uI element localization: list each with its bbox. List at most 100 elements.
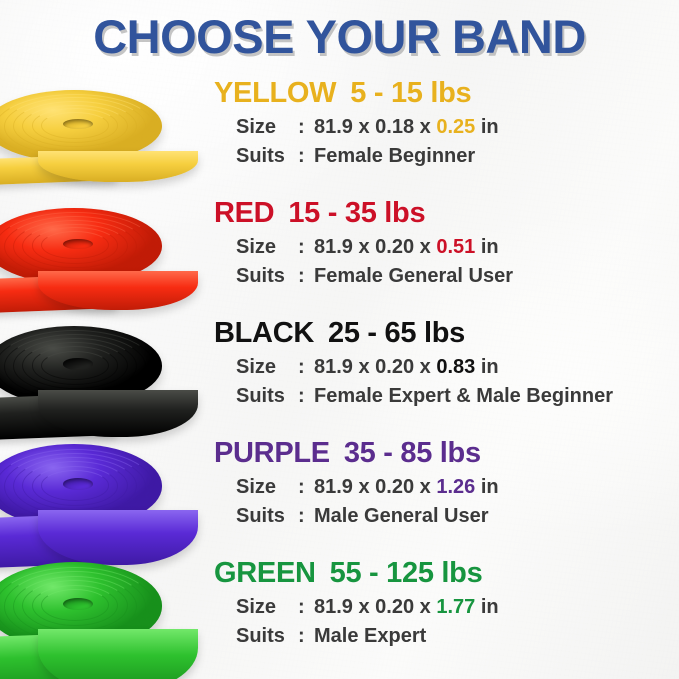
suits-label: Suits (236, 625, 285, 647)
size-thickness-green: 1.77 (436, 596, 476, 618)
band-name-black: BLACK (214, 317, 314, 349)
suits-colon: : (298, 145, 305, 167)
band-coil-ring-yellow-2 (13, 100, 137, 152)
size-thickness-purple: 1.26 (436, 476, 476, 498)
band-image-yellow (0, 72, 198, 192)
suits-colon: : (298, 265, 305, 287)
band-coil-ring-red-3 (22, 223, 128, 269)
band-name-purple: PURPLE (214, 437, 330, 469)
band-heading-red: RED 15 - 35 lbs (214, 196, 426, 230)
band-suits-line-black: Suits: Female Expert & Male Beginner (236, 383, 613, 409)
band-info-yellow: YELLOW 5 - 15 lbs Size:81.9 x 0.18 x 0.25… (214, 72, 679, 192)
band-coil-ring-red-5 (40, 231, 110, 260)
band-resistance-red: 15 - 35 lbs (288, 197, 426, 229)
suits-label: Suits (236, 265, 285, 287)
suits-label: Suits (236, 145, 285, 167)
suits-value-purple: Male General User (314, 505, 489, 527)
band-row-black: BLACK 25 - 65 lbs Size:81.9 x 0.20 x 0.83… (0, 312, 679, 441)
band-coil-ring-red-4 (31, 227, 119, 264)
band-name-red: RED (214, 197, 275, 229)
band-info-red: RED 15 - 35 lbs Size:81.9 x 0.20 x 0.51 i… (214, 192, 679, 312)
band-info-purple: PURPLE 35 - 85 lbs Size:81.9 x 0.20 x 1.2… (214, 432, 679, 552)
band-coil-ring-purple-4 (31, 465, 119, 506)
band-resistance-yellow: 5 - 15 lbs (350, 77, 472, 109)
band-coil-ring-green-4 (31, 584, 119, 627)
band-image-green (0, 552, 198, 679)
size-colon: : (298, 116, 305, 138)
band-heading-purple: PURPLE 35 - 85 lbs (214, 436, 481, 470)
suits-colon: : (298, 505, 305, 527)
band-coil-ring-black-4 (31, 346, 119, 385)
size-label: Size (236, 356, 277, 378)
band-image-black (0, 312, 198, 441)
size-label: Size (236, 116, 277, 138)
band-coil-center-green (63, 597, 93, 611)
band-suits-line-yellow: Suits: Female Beginner (236, 143, 475, 169)
size-unit-black: in (480, 356, 499, 378)
band-suits-line-purple: Suits: Male General User (236, 503, 489, 529)
band-coil-ring-yellow-3 (22, 104, 128, 148)
size-prefix-red: 81.9 x 0.20 x (314, 236, 431, 258)
band-row-purple: PURPLE 35 - 85 lbs Size:81.9 x 0.20 x 1.2… (0, 432, 679, 569)
size-colon: : (298, 356, 305, 378)
band-coil-ring-black-5 (40, 350, 110, 381)
size-label: Size (236, 236, 277, 258)
band-resistance-green: 55 - 125 lbs (329, 557, 483, 589)
size-prefix-green: 81.9 x 0.20 x (314, 596, 431, 618)
band-coil-ring-green-5 (40, 589, 110, 622)
band-coil-lip-red (38, 270, 198, 310)
band-coil-center-black (63, 358, 93, 370)
size-prefix-yellow: 81.9 x 0.18 x (314, 116, 431, 138)
size-colon: : (298, 476, 305, 498)
suits-value-yellow: Female Beginner (314, 145, 476, 167)
suits-label: Suits (236, 385, 285, 407)
band-coil-center-yellow (63, 118, 93, 130)
size-colon: : (298, 236, 305, 258)
band-resistance-purple: 35 - 85 lbs (343, 437, 481, 469)
band-suits-line-green: Suits: Male Expert (236, 623, 426, 649)
size-thickness-red: 0.51 (436, 236, 476, 258)
page-title: CHOOSE YOUR BAND (93, 10, 586, 63)
band-size-line-purple: Size:81.9 x 0.20 x 1.26 in (236, 474, 499, 500)
band-heading-yellow: YELLOW 5 - 15 lbs (214, 76, 472, 110)
size-unit-red: in (480, 236, 499, 258)
band-row-red: RED 15 - 35 lbs Size:81.9 x 0.20 x 0.51 i… (0, 192, 679, 314)
band-coil-center-purple (63, 478, 93, 490)
band-name-yellow: YELLOW (214, 77, 337, 109)
band-size-line-black: Size:81.9 x 0.20 x 0.83 in (236, 354, 499, 380)
size-unit-yellow: in (480, 116, 499, 138)
band-row-green: GREEN 55 - 125 lbs Size:81.9 x 0.20 x 1.7… (0, 552, 679, 679)
band-coil-ring-purple-5 (40, 469, 110, 501)
suits-colon: : (298, 625, 305, 647)
band-coil-ring-yellow-5 (40, 111, 110, 139)
band-coil-center-red (63, 238, 93, 250)
band-row-yellow: YELLOW 5 - 15 lbs Size:81.9 x 0.18 x 0.25… (0, 72, 679, 192)
band-coil-ring-yellow-4 (31, 108, 119, 143)
band-info-green: GREEN 55 - 125 lbs Size:81.9 x 0.20 x 1.7… (214, 552, 679, 672)
size-unit-purple: in (480, 476, 499, 498)
band-size-line-green: Size:81.9 x 0.20 x 1.77 in (236, 594, 499, 620)
band-coil-ring-black-3 (22, 342, 128, 390)
suits-value-green: Male Expert (314, 625, 427, 647)
size-thickness-yellow: 0.25 (436, 116, 476, 138)
band-suits-line-red: Suits: Female General User (236, 263, 513, 289)
band-size-line-yellow: Size:81.9 x 0.18 x 0.25 in (236, 114, 499, 140)
band-info-black: BLACK 25 - 65 lbs Size:81.9 x 0.20 x 0.83… (214, 312, 679, 432)
band-heading-black: BLACK 25 - 65 lbs (214, 316, 465, 350)
size-label: Size (236, 596, 277, 618)
suits-colon: : (298, 385, 305, 407)
size-thickness-black: 0.83 (436, 356, 476, 378)
band-image-purple (0, 432, 198, 569)
suits-label: Suits (236, 505, 285, 527)
band-coil-lip-purple (38, 509, 198, 565)
size-colon: : (298, 596, 305, 618)
suits-value-red: Female General User (314, 265, 513, 287)
band-coil-lip-yellow (38, 151, 198, 183)
suits-value-black: Female Expert & Male Beginner (314, 385, 613, 407)
size-unit-green: in (480, 596, 499, 618)
band-coil-lip-green (38, 629, 198, 679)
band-heading-green: GREEN 55 - 125 lbs (214, 556, 483, 590)
band-resistance-black: 25 - 65 lbs (328, 317, 465, 349)
band-name-green: GREEN (214, 557, 316, 589)
